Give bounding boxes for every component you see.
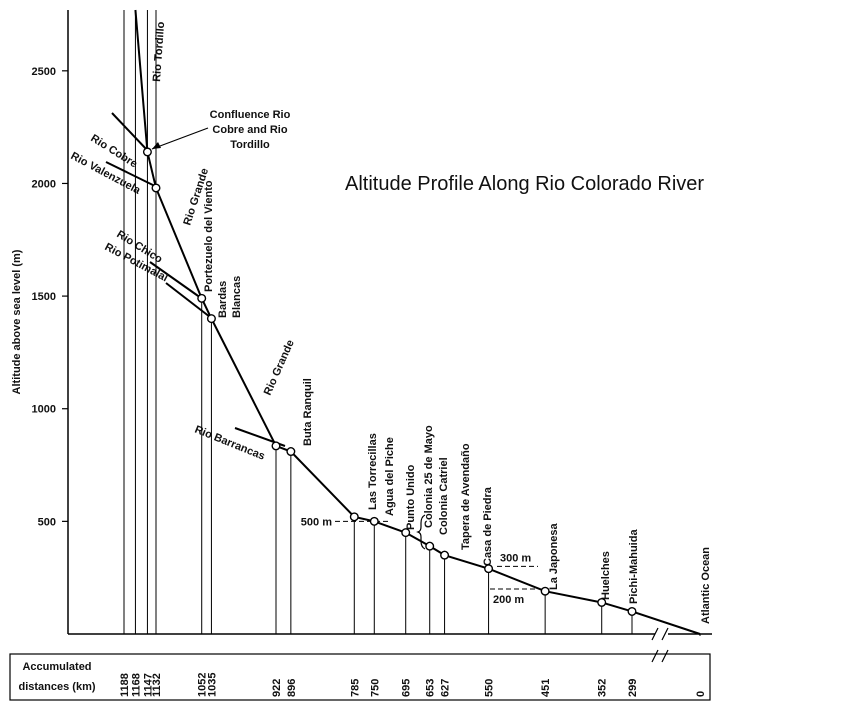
reference-label: 200 m bbox=[493, 594, 524, 606]
place-label: Huelches bbox=[600, 551, 612, 600]
x-tick-label: 1035 bbox=[206, 673, 218, 697]
tributary bbox=[165, 282, 211, 318]
y-tick-label: 1500 bbox=[32, 291, 56, 303]
x-tick-label: 0 bbox=[695, 691, 707, 697]
tributary bbox=[105, 161, 160, 189]
profile-point bbox=[206, 314, 216, 324]
profile-point bbox=[597, 597, 607, 607]
x-tick-label: 627 bbox=[440, 679, 452, 697]
x-tick-label: 550 bbox=[484, 679, 496, 697]
chart-title: Altitude Profile Along Rio Colorado Rive… bbox=[345, 173, 704, 195]
river-label: Rio Tordillo bbox=[151, 21, 167, 82]
y-tick-label: 2000 bbox=[32, 178, 56, 190]
annotation: Tordillo bbox=[230, 139, 270, 151]
place-label: Buta Ranquil bbox=[302, 378, 314, 446]
profile-point bbox=[425, 541, 435, 551]
place-label: Portezuelo del Viento bbox=[203, 180, 215, 292]
profile-point bbox=[142, 147, 152, 157]
place-label: La Japonesa bbox=[548, 522, 560, 590]
profile-point bbox=[484, 564, 494, 574]
tributary bbox=[149, 261, 202, 299]
profile-point bbox=[151, 183, 161, 193]
place-label: Pichi-Mahuida bbox=[628, 529, 640, 604]
profile-point bbox=[369, 516, 379, 526]
place-label: Colonia 25 de Mayo bbox=[423, 425, 435, 528]
profile-point bbox=[540, 586, 550, 596]
x-tick-label: 750 bbox=[369, 679, 381, 697]
profile-line bbox=[134, 9, 701, 635]
brace bbox=[416, 514, 426, 550]
place-label: Colonia Catriel bbox=[438, 457, 450, 535]
x-label: Accumulated bbox=[22, 661, 91, 673]
profile-point bbox=[349, 512, 359, 522]
x-tick-label: 1188 bbox=[119, 673, 131, 697]
profile-point bbox=[197, 293, 207, 303]
x-tick-label: 785 bbox=[349, 679, 361, 697]
y-tick-label: 1000 bbox=[32, 404, 56, 416]
tributary bbox=[111, 112, 149, 152]
profile-point bbox=[401, 528, 411, 538]
x-label: distances (km) bbox=[18, 681, 95, 693]
x-tick-label: 896 bbox=[286, 679, 298, 697]
profile-point bbox=[627, 606, 637, 616]
x-tick-label: 1052 bbox=[197, 673, 209, 697]
place-label: Atlantic Ocean bbox=[700, 547, 712, 624]
place-label: Punto Unido bbox=[405, 464, 417, 530]
profile-point bbox=[286, 447, 296, 457]
place-label: Bardas bbox=[217, 281, 229, 318]
place-label: Agua del Piche bbox=[384, 437, 396, 516]
x-tick-label: 1147 bbox=[142, 673, 154, 697]
x-tick-label: 922 bbox=[271, 679, 283, 697]
y-label: Altitude above sea level (m) bbox=[11, 249, 23, 394]
river-label: Rio Barrancas bbox=[193, 424, 267, 463]
y-tick-label: 500 bbox=[38, 516, 56, 528]
river-label: Rio Grande bbox=[262, 338, 297, 397]
x-tick-label: 1168 bbox=[130, 673, 142, 697]
axis-break bbox=[651, 627, 669, 641]
y-tick-label: 2500 bbox=[32, 66, 56, 78]
profile-point bbox=[271, 441, 281, 451]
x-tick-label: 451 bbox=[540, 679, 552, 697]
x-tick-label: 299 bbox=[627, 679, 639, 697]
x-tick-label: 1132 bbox=[151, 673, 163, 697]
axis-break bbox=[651, 649, 669, 663]
profile-point bbox=[440, 550, 450, 560]
reference-label: 500 m bbox=[301, 516, 332, 528]
x-tick-label: 653 bbox=[425, 679, 437, 697]
place-label: Las Torrecillas bbox=[367, 433, 379, 510]
x-tick-label: 352 bbox=[597, 679, 609, 697]
reference-label: 300 m bbox=[500, 552, 531, 564]
annotation: Cobre and Rio bbox=[212, 124, 287, 136]
annotation: Confluence Rio bbox=[210, 109, 291, 121]
place-label: Blancas bbox=[231, 276, 243, 318]
distance-box bbox=[9, 653, 711, 701]
place-label: Tapera de Avendaño bbox=[460, 443, 472, 550]
x-tick-label: 695 bbox=[401, 679, 413, 697]
arrow bbox=[151, 127, 209, 150]
place-label: Casa de Piedra bbox=[482, 486, 494, 566]
place-labels: Portezuelo del Viento Bardas Blancas But… bbox=[203, 180, 712, 624]
